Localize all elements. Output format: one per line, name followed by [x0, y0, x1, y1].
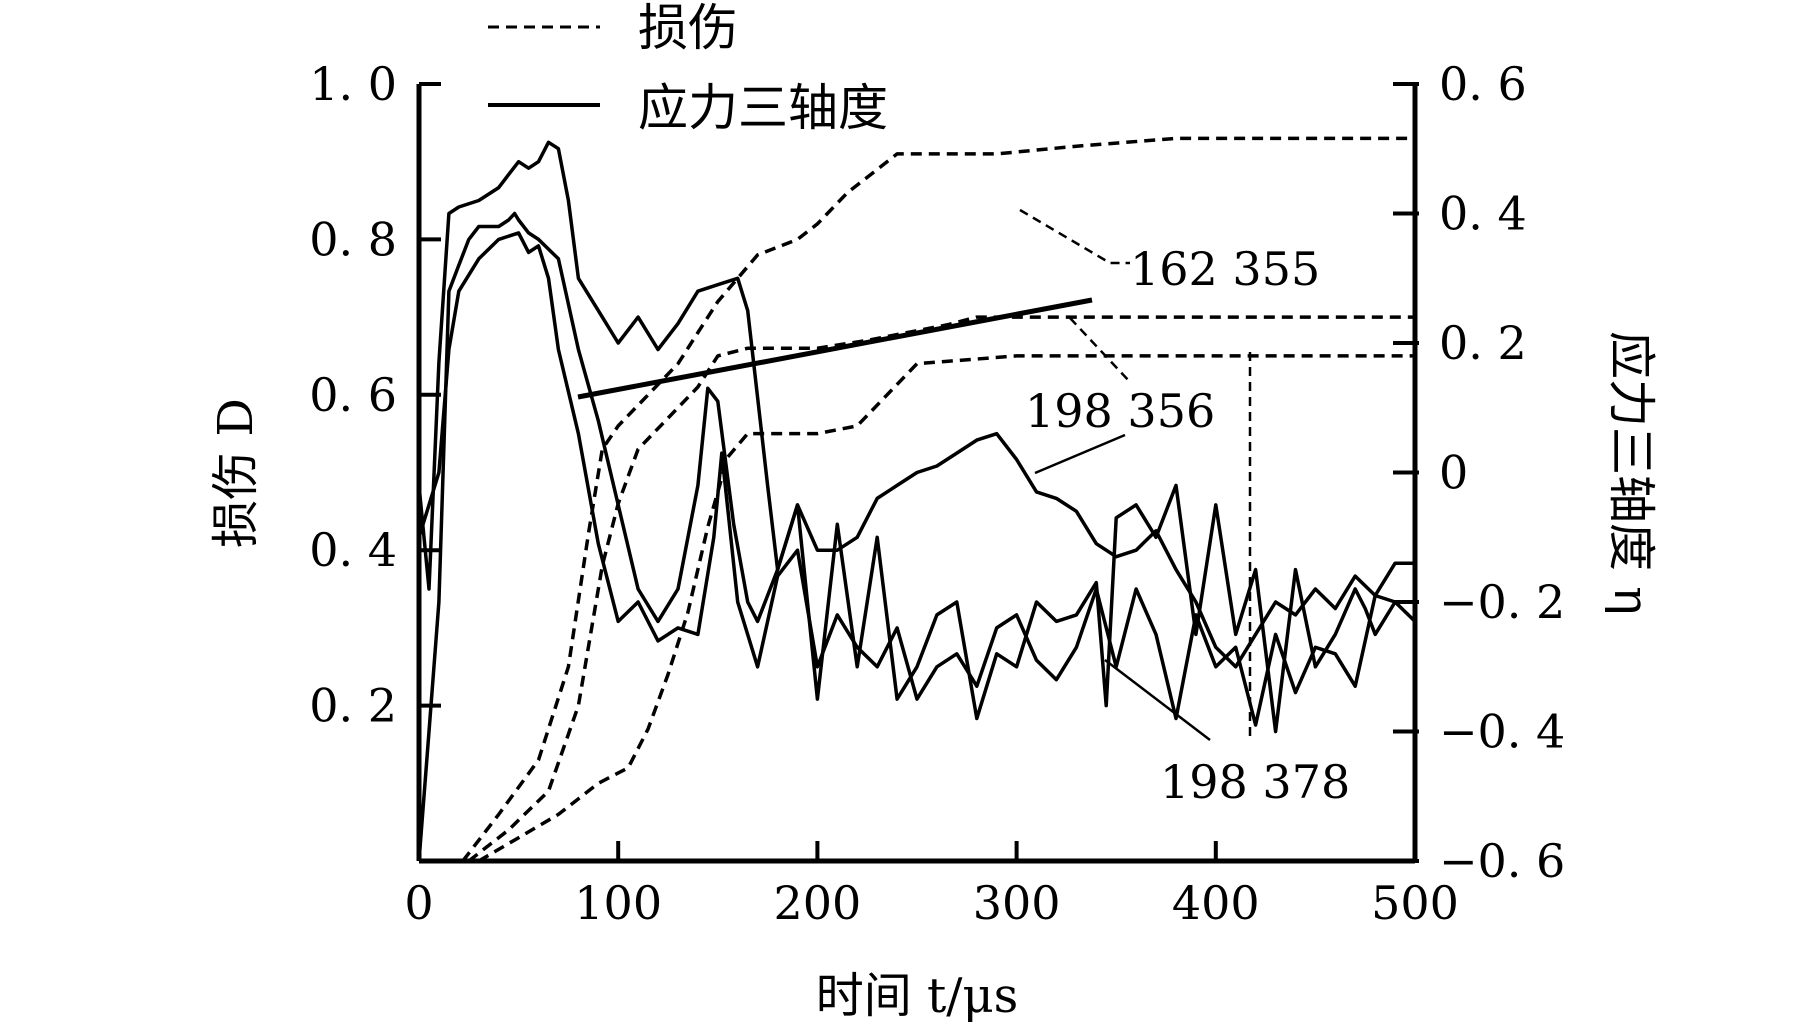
legend-damage-label: 损伤 [638, 0, 738, 57]
annotation-198-378: 198 378 [1160, 755, 1350, 809]
left-tick-label: 0. 8 [309, 212, 397, 266]
trend-line [577, 297, 1093, 400]
annotation-leaders [577, 208, 1252, 741]
series-line-1 [467, 315, 1415, 863]
left-tick-label: 1. 0 [309, 57, 397, 111]
annotation-162-355: 162 355 [1130, 242, 1320, 296]
x-tick-label: 300 [973, 876, 1061, 930]
right-axis-title: 应力三轴度 η [1603, 331, 1659, 615]
x-tick-label: 100 [574, 876, 662, 930]
left-tick-label: 0. 6 [309, 368, 397, 422]
x-axis-title: 时间 t/μs [816, 968, 1019, 1022]
legend-triaxiality-label: 应力三轴度 [638, 79, 888, 137]
ticks: 0 100 200 300 400 500 1. 0 0. 8 0. 6 0. 4 0. 2 0. 6… [309, 57, 1565, 930]
x-tick-label: 500 [1371, 876, 1459, 930]
leader-198-356 [1069, 317, 1131, 383]
right-tick-label: 0. 4 [1439, 187, 1527, 241]
annotation-198-356: 198 356 [1025, 384, 1215, 438]
series-line-0 [461, 136, 1415, 863]
legend: 损伤 应力三轴度 [488, 0, 888, 137]
right-tick-label: 0 [1439, 446, 1468, 500]
leader-198-356-solid [1034, 433, 1126, 475]
x-tick-label: 200 [773, 876, 861, 930]
right-tick-label: 0. 2 [1439, 316, 1527, 370]
right-tick-label: 0. 6 [1439, 57, 1527, 111]
leader-162-355 [1019, 208, 1130, 265]
left-tick-label: 0. 4 [309, 523, 397, 577]
leader-198-378-solid [1104, 659, 1211, 741]
left-axis-title: 损伤 D [208, 398, 264, 548]
left-tick-label: 0. 2 [309, 679, 397, 733]
series-layer [417, 136, 1417, 863]
x-tick-label: 400 [1172, 876, 1260, 930]
right-tick-label: −0. 6 [1439, 834, 1565, 888]
x-tick-label: 0 [404, 876, 433, 930]
right-tick-label: −0. 4 [1439, 705, 1565, 759]
series-line-2 [477, 354, 1415, 863]
series-line-3 [417, 140, 1417, 669]
series-line-5 [417, 211, 1415, 862]
right-tick-label: −0. 2 [1439, 575, 1565, 629]
series-line-4 [417, 231, 1415, 727]
